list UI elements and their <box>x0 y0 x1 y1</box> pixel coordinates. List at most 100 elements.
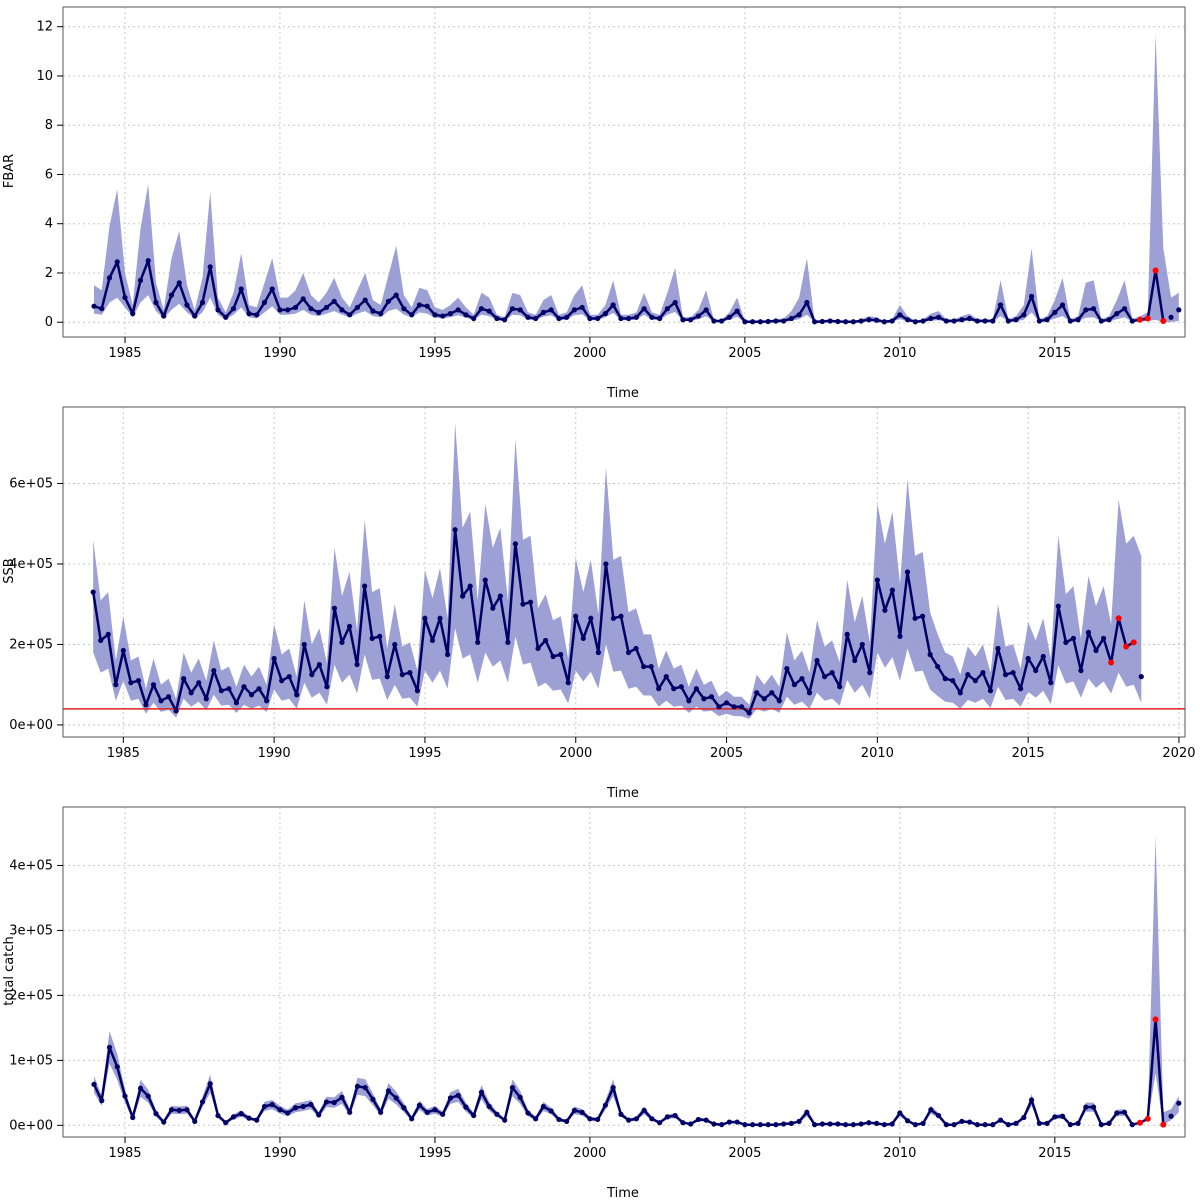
data-point <box>678 684 684 690</box>
y-tick-label: 4e+05 <box>9 557 53 572</box>
data-point <box>874 1120 880 1126</box>
data-point <box>517 307 523 313</box>
data-point <box>866 317 872 323</box>
data-point <box>1106 317 1112 323</box>
data-point <box>897 312 903 318</box>
data-point <box>106 275 113 281</box>
data-point-highlight <box>1115 615 1122 622</box>
data-point <box>972 678 978 684</box>
series-line <box>91 528 1113 715</box>
data-point <box>416 1102 423 1108</box>
data-point <box>866 1120 872 1126</box>
data-point <box>1075 317 1081 323</box>
data-point <box>579 304 585 311</box>
data-point <box>173 708 179 714</box>
y-tick-label: 10 <box>36 69 53 84</box>
data-point <box>392 641 398 648</box>
data-point <box>1040 653 1046 660</box>
data-point <box>796 312 802 318</box>
data-point <box>1025 655 1031 662</box>
data-point <box>641 306 647 312</box>
data-point <box>444 651 451 658</box>
data-point <box>641 1107 647 1113</box>
data-point <box>671 686 677 692</box>
data-point <box>188 690 194 696</box>
data-point <box>230 306 237 312</box>
data-point <box>633 314 639 320</box>
data-point <box>354 304 361 311</box>
data-point <box>196 680 202 686</box>
data-point <box>277 307 283 313</box>
data-point <box>106 1044 113 1050</box>
data-point <box>347 312 353 318</box>
y-axis-title: total catch <box>2 936 17 1005</box>
data-point <box>1059 302 1066 308</box>
data-point <box>1005 318 1011 324</box>
data-point <box>416 302 423 308</box>
data-point <box>995 645 1001 652</box>
y-tick-label: 0 <box>45 315 53 330</box>
data-point <box>680 317 686 323</box>
data-point <box>781 1121 787 1127</box>
data-point <box>579 1109 585 1115</box>
data-point <box>1176 307 1182 313</box>
data-point <box>858 1121 864 1127</box>
data-point <box>505 639 511 646</box>
data-point <box>672 299 678 306</box>
data-point <box>837 684 843 690</box>
data-point <box>486 308 492 314</box>
data-point <box>452 527 458 533</box>
data-point <box>432 312 438 318</box>
data-point <box>1129 318 1135 324</box>
data-point <box>897 633 903 639</box>
confidence-band <box>93 423 1142 719</box>
x-tick-label: 1995 <box>418 346 451 361</box>
data-point <box>165 694 172 700</box>
data-point <box>1106 1120 1112 1126</box>
data-point <box>509 1085 516 1091</box>
data-point <box>1044 1120 1050 1126</box>
data-point <box>98 637 104 644</box>
data-point <box>742 1122 748 1128</box>
data-point <box>819 1121 825 1127</box>
data-point <box>447 311 454 317</box>
data-point <box>571 307 578 313</box>
data-point <box>829 670 835 676</box>
data-point <box>241 684 247 690</box>
data-point <box>548 1108 554 1114</box>
data-point <box>463 1104 469 1110</box>
data-point <box>633 645 639 652</box>
plot-frame <box>62 806 1186 1138</box>
series-line-tail <box>1109 617 1135 663</box>
data-point <box>324 684 330 690</box>
data-point <box>145 1093 151 1099</box>
x-tick-label: 1985 <box>108 346 141 361</box>
data-point <box>331 1099 337 1106</box>
data-point <box>199 1099 206 1105</box>
data-point <box>814 657 820 664</box>
data-point <box>467 583 473 589</box>
data-point-highlight <box>1152 267 1159 274</box>
data-point <box>153 299 159 306</box>
data-point <box>693 686 699 692</box>
data-point <box>1121 1109 1128 1115</box>
data-point <box>1002 672 1009 678</box>
data-point <box>1078 667 1084 674</box>
y-tick-label: 4e+05 <box>9 858 53 873</box>
data-point <box>649 1116 655 1122</box>
data-point <box>223 1120 229 1126</box>
data-point <box>672 1112 678 1119</box>
data-point <box>889 318 895 324</box>
data-point <box>455 307 461 313</box>
data-point <box>588 615 594 621</box>
data-point <box>656 686 662 692</box>
data-point <box>719 318 725 324</box>
data-point <box>429 637 436 644</box>
data-point <box>974 1122 980 1128</box>
data-point <box>378 311 384 317</box>
data-point <box>122 294 128 301</box>
data-point <box>835 1121 841 1127</box>
data-point <box>904 317 911 323</box>
data-point <box>285 1110 291 1116</box>
data-point <box>233 700 240 706</box>
